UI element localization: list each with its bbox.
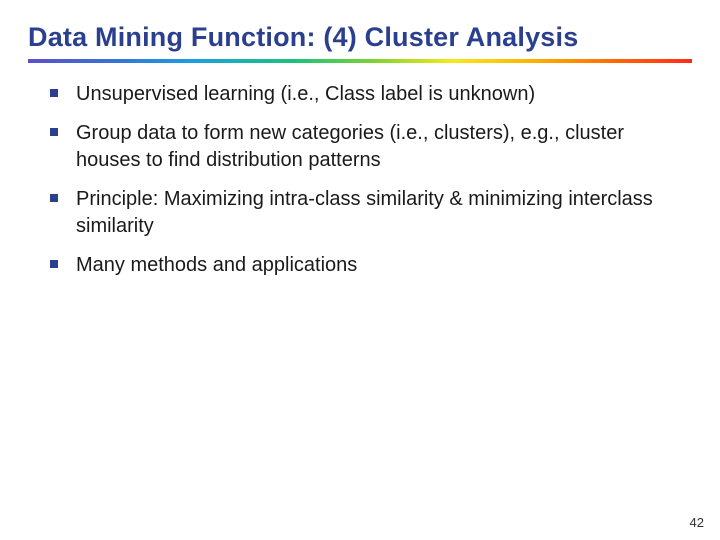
bullet-square-icon <box>50 128 58 136</box>
list-item: Group data to form new categories (i.e.,… <box>48 120 682 174</box>
rainbow-divider <box>28 59 692 63</box>
list-item-text: Many methods and applications <box>76 254 357 276</box>
bullet-square-icon <box>50 89 58 97</box>
slide: Data Mining Function: (4) Cluster Analys… <box>0 0 720 540</box>
list-item: Unsupervised learning (i.e., Class label… <box>48 81 682 108</box>
slide-title: Data Mining Function: (4) Cluster Analys… <box>28 22 692 53</box>
list-item: Many methods and applications <box>48 252 682 279</box>
list-item-text: Principle: Maximizing intra-class simila… <box>76 188 653 237</box>
list-item-text: Unsupervised learning (i.e., Class label… <box>76 83 535 105</box>
page-number: 42 <box>690 515 704 530</box>
bullet-square-icon <box>50 260 58 268</box>
list-item-text: Group data to form new categories (i.e.,… <box>76 122 624 171</box>
list-item: Principle: Maximizing intra-class simila… <box>48 186 682 240</box>
slide-content: Unsupervised learning (i.e., Class label… <box>28 81 692 279</box>
bullet-square-icon <box>50 194 58 202</box>
bullet-list: Unsupervised learning (i.e., Class label… <box>48 81 682 279</box>
